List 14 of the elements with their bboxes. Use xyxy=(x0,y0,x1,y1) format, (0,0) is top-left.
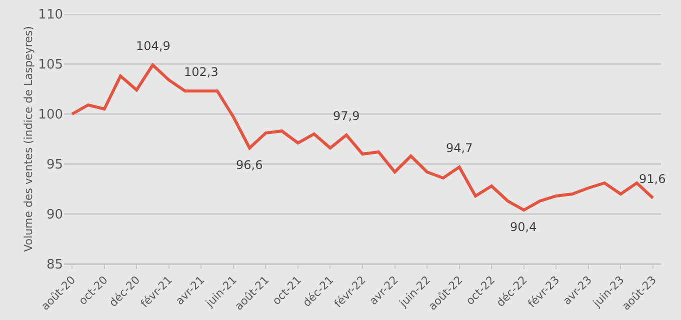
data-label: 91,6 xyxy=(639,172,666,186)
data-label: 96,6 xyxy=(236,158,263,172)
y-tick-label: 100 xyxy=(38,108,63,123)
y-tick-label: 85 xyxy=(46,258,63,273)
y-tick-label: 105 xyxy=(38,58,63,73)
y-axis-title: Volume des ventes (indice de Laspeyres) xyxy=(22,26,35,252)
y-tick-label: 110 xyxy=(38,8,63,23)
data-label: 94,7 xyxy=(446,141,473,155)
data-label: 104,9 xyxy=(136,39,170,53)
data-label: 102,3 xyxy=(184,65,218,79)
data-label: 90,4 xyxy=(510,220,537,234)
y-tick-label: 90 xyxy=(46,208,63,223)
data-label: 97,9 xyxy=(333,109,360,123)
y-tick-label: 95 xyxy=(46,158,63,173)
